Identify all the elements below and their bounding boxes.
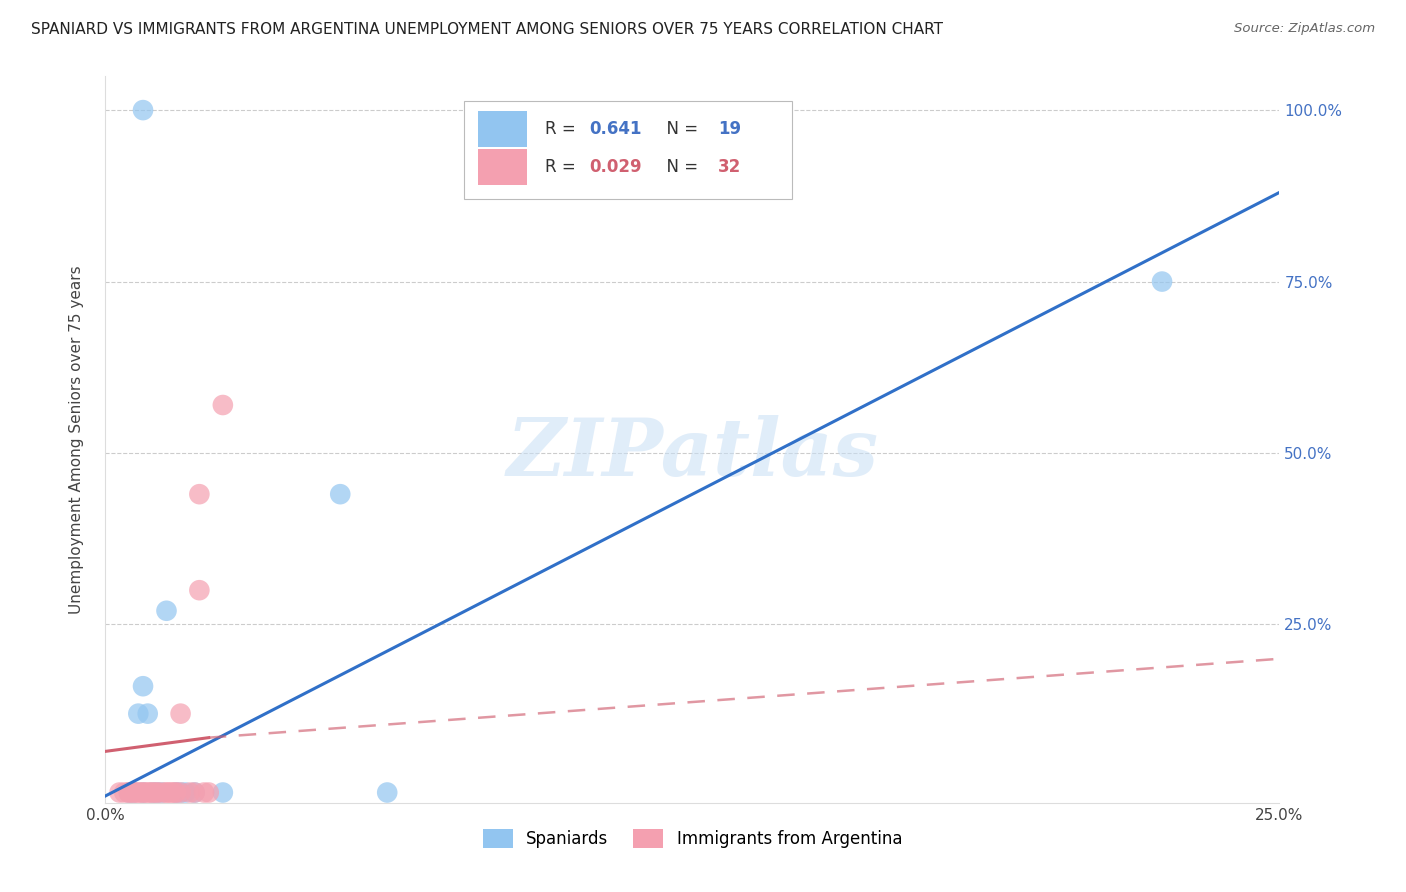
- Point: [155, 785, 177, 799]
- Point: [183, 785, 205, 799]
- Point: [169, 785, 191, 799]
- Text: R =: R =: [544, 158, 581, 176]
- Point: [127, 706, 149, 721]
- Point: [179, 785, 201, 799]
- Point: [132, 103, 155, 117]
- Point: [132, 785, 155, 799]
- Point: [165, 785, 187, 799]
- Point: [329, 487, 352, 501]
- Text: 0.641: 0.641: [589, 120, 641, 138]
- Text: 32: 32: [718, 158, 741, 176]
- Point: [141, 785, 163, 799]
- Point: [136, 706, 159, 721]
- Point: [127, 785, 149, 799]
- Text: Source: ZipAtlas.com: Source: ZipAtlas.com: [1234, 22, 1375, 36]
- Point: [136, 785, 159, 799]
- Point: [132, 785, 155, 799]
- Point: [122, 785, 145, 799]
- Point: [375, 785, 398, 799]
- Legend: Spaniards, Immigrants from Argentina: Spaniards, Immigrants from Argentina: [474, 821, 911, 856]
- Point: [150, 785, 173, 799]
- Point: [118, 785, 141, 799]
- Point: [127, 785, 149, 799]
- Point: [108, 785, 131, 799]
- Point: [155, 604, 177, 618]
- Point: [169, 785, 191, 799]
- Point: [146, 785, 169, 799]
- Point: [174, 785, 197, 799]
- Text: R =: R =: [544, 120, 581, 138]
- Point: [122, 785, 145, 799]
- Point: [165, 785, 187, 799]
- Point: [188, 583, 211, 598]
- Point: [146, 785, 169, 799]
- Point: [160, 785, 183, 799]
- Point: [188, 487, 211, 501]
- Point: [150, 785, 173, 799]
- Text: N =: N =: [657, 120, 703, 138]
- Point: [132, 679, 155, 693]
- Point: [211, 398, 233, 412]
- Point: [165, 785, 187, 799]
- Point: [118, 785, 141, 799]
- FancyBboxPatch shape: [478, 148, 527, 185]
- Point: [132, 785, 155, 799]
- Point: [183, 785, 205, 799]
- Point: [155, 785, 177, 799]
- Y-axis label: Unemployment Among Seniors over 75 years: Unemployment Among Seniors over 75 years: [69, 265, 84, 614]
- Text: 0.029: 0.029: [589, 158, 641, 176]
- Text: ZIPatlas: ZIPatlas: [506, 415, 879, 492]
- Point: [211, 785, 233, 799]
- Point: [169, 706, 191, 721]
- Text: 19: 19: [718, 120, 741, 138]
- Point: [197, 785, 219, 799]
- Point: [193, 785, 215, 799]
- Point: [122, 785, 145, 799]
- Point: [160, 785, 183, 799]
- Point: [141, 785, 163, 799]
- FancyBboxPatch shape: [478, 111, 527, 147]
- Text: N =: N =: [657, 158, 703, 176]
- Text: SPANIARD VS IMMIGRANTS FROM ARGENTINA UNEMPLOYMENT AMONG SENIORS OVER 75 YEARS C: SPANIARD VS IMMIGRANTS FROM ARGENTINA UN…: [31, 22, 943, 37]
- Point: [118, 785, 141, 799]
- Point: [136, 785, 159, 799]
- FancyBboxPatch shape: [464, 102, 792, 200]
- Point: [146, 785, 169, 799]
- Point: [141, 785, 163, 799]
- Point: [1150, 275, 1173, 289]
- Point: [112, 785, 135, 799]
